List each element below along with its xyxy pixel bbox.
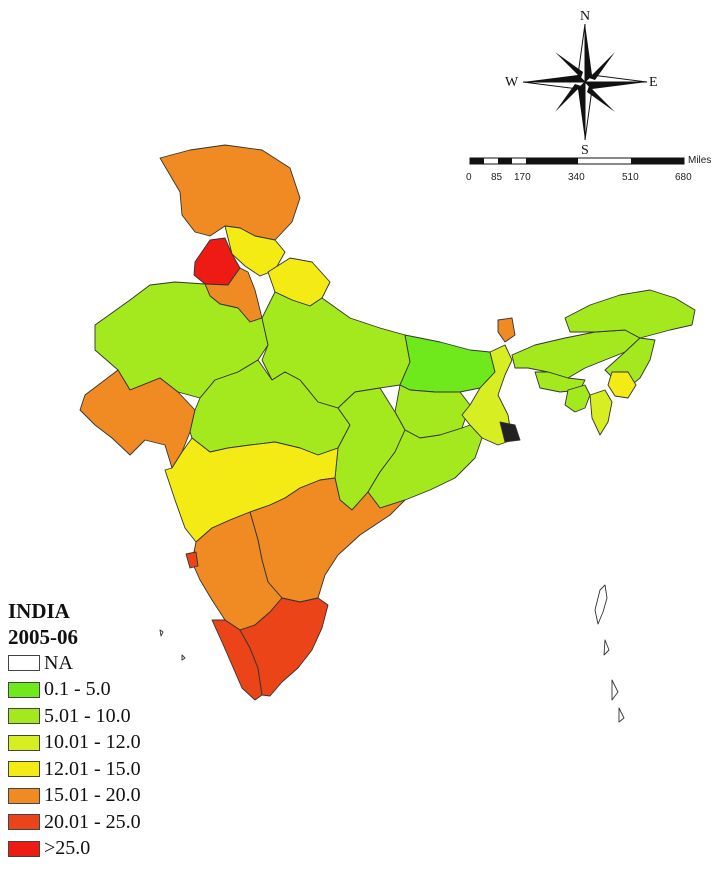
legend-label: 20.01 - 25.0 <box>44 810 141 833</box>
state-goa <box>185 551 199 569</box>
legend-swatch <box>8 761 40 778</box>
coast-sundarbans <box>499 421 521 443</box>
legend-swatch <box>8 787 40 804</box>
legend-rows: NA 0.1 - 5.0 5.01 - 10.0 10.01 - 12.0 12.01 … <box>8 650 141 862</box>
scale-tick-0: 0 <box>466 172 472 183</box>
legend-label: 5.01 - 10.0 <box>44 704 131 727</box>
legend-swatch <box>8 814 40 831</box>
state-jammu-kashmir <box>159 144 301 241</box>
legend-item: 10.01 - 12.0 <box>8 730 141 757</box>
legend-title: INDIA <box>8 599 70 623</box>
compass-north-label: N <box>580 9 590 24</box>
legend: INDIA 2005-06 NA 0.1 - 5.0 5.01 - 10.0 10.0… <box>8 598 141 862</box>
legend-swatch <box>8 681 40 698</box>
state-tripura <box>589 389 613 436</box>
state-sikkim <box>497 317 516 343</box>
state-ne-south <box>564 384 591 413</box>
legend-item: 20.01 - 25.0 <box>8 809 141 836</box>
compass-rose: N S E W <box>505 9 658 158</box>
scale-bar: Miles 0 85 170 340 510 680 <box>466 155 711 183</box>
legend-label: 12.01 - 15.0 <box>44 757 141 780</box>
legend-year: 2005-06 <box>8 625 78 649</box>
legend-label: 15.01 - 20.0 <box>44 784 141 807</box>
state-assam <box>511 329 641 379</box>
legend-item: 5.01 - 10.0 <box>8 703 141 730</box>
legend-label: >25.0 <box>44 837 91 860</box>
compass-west-label: W <box>505 75 519 90</box>
legend-item: 0.1 - 5.0 <box>8 677 141 704</box>
legend-item: >25.0 <box>8 836 141 863</box>
legend-item: 12.01 - 15.0 <box>8 756 141 783</box>
andaman-islands <box>594 584 625 723</box>
legend-swatch <box>8 655 40 672</box>
legend-swatch <box>8 734 40 751</box>
state-arunachal <box>564 289 696 339</box>
scale-tick-5: 680 <box>675 172 692 183</box>
legend-label: NA <box>44 651 73 674</box>
state-tamil-nadu <box>239 597 329 697</box>
legend-label: 10.01 - 12.0 <box>44 731 141 754</box>
compass-south-label: S <box>581 143 589 158</box>
scale-tick-2: 170 <box>514 172 531 183</box>
legend-swatch <box>8 840 40 857</box>
state-meghalaya <box>534 371 586 393</box>
legend-item: NA <box>8 650 141 677</box>
state-bihar <box>399 334 496 393</box>
scale-tick-4: 510 <box>622 172 639 183</box>
scale-tick-1: 85 <box>491 172 503 183</box>
lakshadweep-islands <box>159 629 186 661</box>
legend-swatch <box>8 708 40 725</box>
state-west-bengal <box>461 344 513 446</box>
scale-unit-label: Miles <box>688 155 711 166</box>
state-mizoram <box>607 371 637 399</box>
legend-label: 0.1 - 5.0 <box>44 678 111 701</box>
scale-tick-3: 340 <box>568 172 585 183</box>
compass-east-label: E <box>649 75 658 90</box>
legend-item: 15.01 - 20.0 <box>8 783 141 810</box>
state-himachal <box>224 225 286 277</box>
